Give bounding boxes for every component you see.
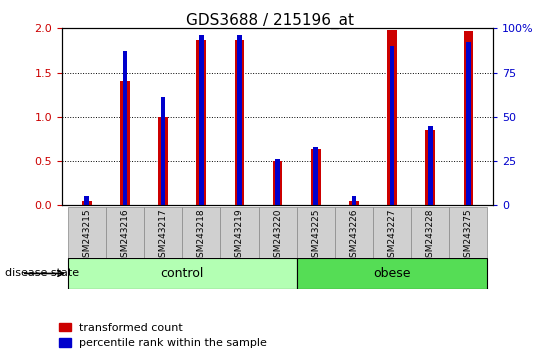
- Bar: [234, 40, 244, 205]
- Bar: [411, 207, 450, 285]
- Bar: [428, 126, 432, 205]
- Bar: [296, 258, 487, 289]
- Bar: [220, 207, 259, 285]
- Bar: [68, 207, 106, 285]
- Text: control: control: [161, 267, 204, 280]
- Bar: [85, 196, 89, 205]
- Bar: [106, 207, 144, 285]
- Bar: [390, 46, 395, 205]
- Bar: [182, 207, 220, 285]
- Bar: [82, 201, 92, 205]
- Bar: [335, 207, 373, 285]
- Bar: [314, 147, 318, 205]
- Text: obese: obese: [374, 267, 411, 280]
- Legend: transformed count, percentile rank within the sample: transformed count, percentile rank withi…: [59, 322, 267, 348]
- Bar: [273, 161, 282, 205]
- Bar: [158, 117, 168, 205]
- Bar: [120, 81, 130, 205]
- Bar: [466, 42, 471, 205]
- Bar: [275, 159, 280, 205]
- Bar: [296, 207, 335, 285]
- Bar: [259, 207, 296, 285]
- Bar: [349, 201, 358, 205]
- Text: disease state: disease state: [5, 268, 80, 278]
- Bar: [450, 207, 487, 285]
- Text: GDS3688 / 215196_at: GDS3688 / 215196_at: [185, 12, 354, 29]
- Bar: [237, 35, 241, 205]
- Bar: [464, 31, 473, 205]
- Bar: [199, 35, 204, 205]
- Bar: [373, 207, 411, 285]
- Bar: [311, 149, 321, 205]
- Bar: [68, 258, 296, 289]
- Bar: [144, 207, 182, 285]
- Bar: [388, 30, 397, 205]
- Bar: [161, 97, 165, 205]
- Bar: [351, 196, 356, 205]
- Bar: [197, 40, 206, 205]
- Bar: [425, 130, 435, 205]
- Bar: [123, 51, 127, 205]
